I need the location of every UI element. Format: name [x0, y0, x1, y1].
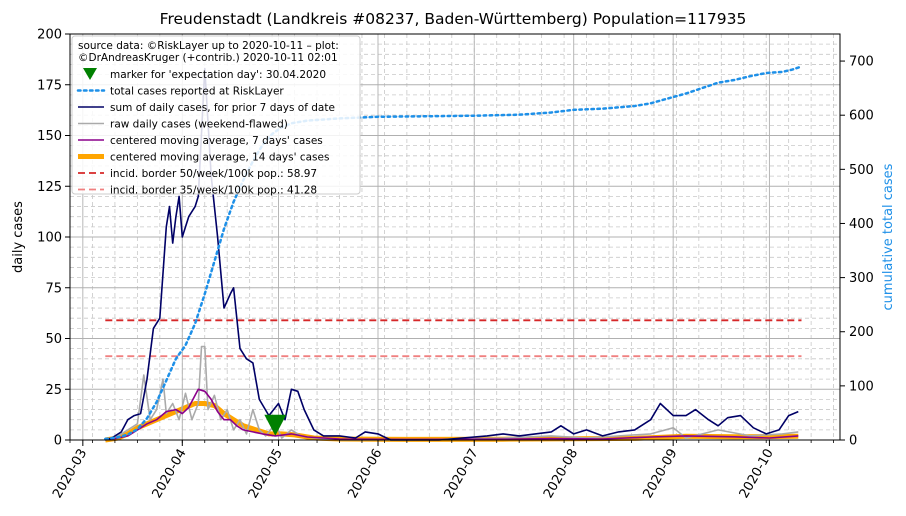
legend-entry-label: sum of daily cases, for prior 7 days of … — [110, 102, 335, 114]
y-axis-right: 0 100 200 300 400 500 600 700 — [840, 55, 874, 449]
legend-entry-label: centered moving average, 7 days' cases — [110, 135, 323, 147]
y-tick-label-right: 100 — [849, 379, 874, 394]
y-tick-label-left: 0 — [54, 434, 62, 449]
y-tick-label-right: 500 — [849, 163, 874, 178]
legend-entry-label: centered moving average, 14 days' cases — [110, 152, 329, 164]
y-tick-label-left: 50 — [45, 332, 62, 347]
expectation-day-marker — [264, 414, 287, 436]
y-tick-label-left: 125 — [37, 180, 62, 195]
legend-box — [71, 35, 361, 195]
series-line-raw-daily-cases-weekend-flawed — [105, 345, 799, 441]
y-axis-left: 0 25 50 75 100 125 150 175 200 — [37, 28, 70, 449]
y-axis-label-left: daily cases — [11, 201, 26, 273]
y-tick-label-right: 300 — [849, 271, 874, 286]
incidence-border-lines — [105, 319, 802, 358]
legend-entry-label: raw daily cases (weekend-flawed) — [110, 119, 288, 131]
y-tick-label-left: 100 — [37, 231, 62, 246]
legend-title-line: source data: ©RiskLayer up to 2020-10-11… — [78, 40, 339, 52]
legend-swatch-marker — [83, 68, 97, 80]
series-line-centered-moving-average-7-days-cases — [105, 388, 799, 441]
y-tick-label-right: 700 — [849, 55, 874, 70]
legend-entry-label: marker for 'expectation day': 30.04.2020 — [110, 69, 326, 81]
y-tick-label-left: 25 — [45, 383, 62, 398]
legend-title-line: ©DrAndreasKruger (+contrib.) 2020-10-11 … — [78, 52, 338, 64]
y-tick-label-left: 175 — [37, 78, 62, 93]
legend-entry-label: total cases reported at RiskLayer — [110, 86, 284, 98]
y-tick-label-left: 200 — [37, 28, 62, 43]
y-tick-label-left: 75 — [45, 281, 62, 296]
y-tick-label-right: 200 — [849, 325, 874, 340]
marker-layer — [264, 414, 287, 436]
y-tick-label-right: 400 — [849, 217, 874, 232]
y-tick-label-left: 150 — [37, 129, 62, 144]
legend-entry-label: incid. border 50/week/100k pop.: 58.97 — [110, 168, 317, 180]
y-tick-label-right: 600 — [849, 109, 874, 124]
chart-title: Freudenstadt (Landkreis #08237, Baden-Wü… — [160, 10, 747, 28]
legend: source data: ©RiskLayer up to 2020-10-11… — [71, 35, 361, 197]
series-line-sum-of-daily-cases-for-prior-7-days-of-d — [105, 67, 799, 441]
legend-entry-label: incid. border 35/week/100k pop.: 41.28 — [110, 185, 317, 197]
y-axis-label-right: cumulative total cases — [881, 163, 896, 310]
y-tick-label-right: 0 — [849, 434, 857, 449]
